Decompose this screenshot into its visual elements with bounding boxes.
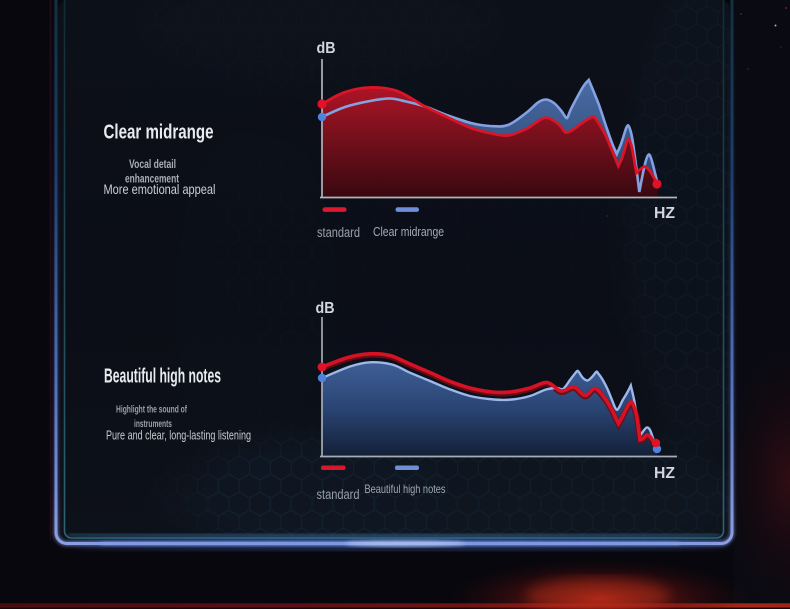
svg-text:dB: dB [316, 300, 335, 317]
svg-text:Clear midrange: Clear midrange [373, 225, 444, 239]
svg-text:Clear midrange: Clear midrange [104, 122, 214, 144]
svg-text:HZ: HZ [654, 465, 675, 482]
svg-text:Pure and clear, long-lasting l: Pure and clear, long-lasting listening [106, 429, 251, 443]
svg-text:HZ: HZ [654, 205, 675, 222]
svg-text:Vocal detail: Vocal detail [129, 157, 176, 171]
svg-text:standard: standard [317, 225, 360, 240]
svg-text:standard: standard [317, 487, 360, 502]
svg-text:Beautiful high notes: Beautiful high notes [104, 366, 221, 388]
svg-text:instruments: instruments [134, 418, 172, 430]
svg-text:enhancement: enhancement [125, 172, 179, 186]
svg-text:Highlight the sound of: Highlight the sound of [116, 404, 187, 416]
svg-text:Beautiful high notes: Beautiful high notes [365, 482, 446, 496]
svg-text:More emotional appeal: More emotional appeal [104, 181, 216, 197]
svg-text:dB: dB [317, 40, 336, 57]
